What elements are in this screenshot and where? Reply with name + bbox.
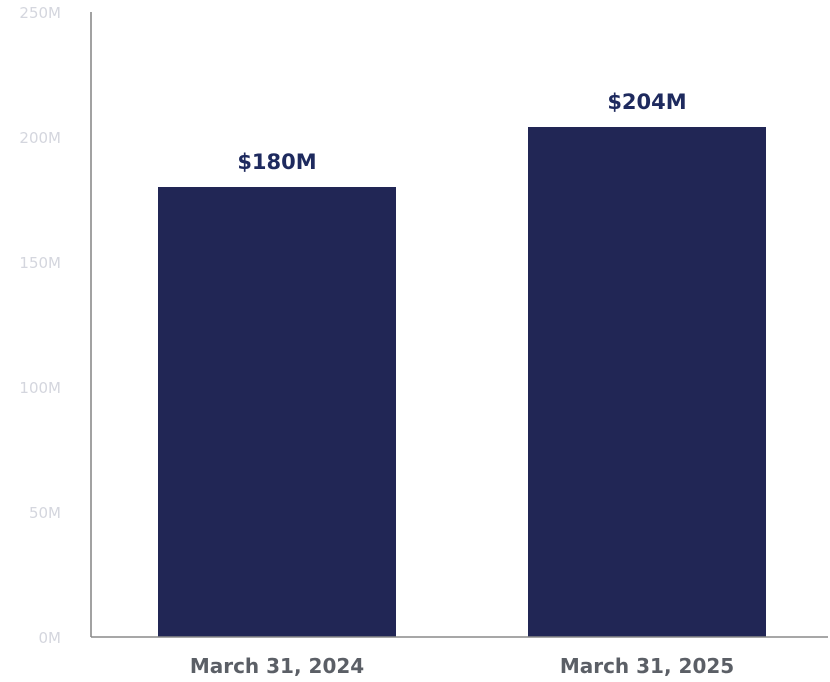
y-axis-ticks: 0M 50M 100M 150M 200M 250M — [19, 4, 61, 647]
y-tick-label: 200M — [19, 129, 61, 147]
data-labels-group: $180M $204M — [237, 90, 686, 174]
y-tick-label: 0M — [39, 629, 62, 647]
y-tick-label: 150M — [19, 254, 61, 272]
bar-value-label: $180M — [237, 150, 316, 174]
bars-group — [158, 127, 766, 637]
y-tick-label: 50M — [29, 504, 61, 522]
bar-value-label: $204M — [607, 90, 686, 114]
y-tick-label: 250M — [19, 4, 61, 22]
x-tick-label: March 31, 2024 — [190, 654, 364, 678]
x-tick-label: March 31, 2025 — [560, 654, 734, 678]
x-axis-ticks: March 31, 2024 March 31, 2025 — [190, 654, 734, 678]
bar — [528, 127, 766, 637]
bar — [158, 187, 396, 637]
y-tick-label: 100M — [19, 379, 61, 397]
